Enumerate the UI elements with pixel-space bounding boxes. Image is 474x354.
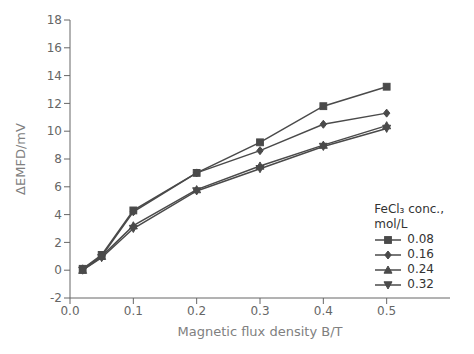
svg-text:10: 10	[47, 124, 62, 138]
svg-text:0.1: 0.1	[124, 304, 143, 318]
svg-text:16: 16	[47, 41, 62, 55]
svg-text:18: 18	[47, 13, 62, 27]
html-text:0.24: 0.24	[407, 262, 434, 276]
html-text:0.16: 0.16	[407, 247, 434, 261]
html-text:0.32: 0.32	[407, 277, 434, 291]
svg-text:ΔEMFD/mV: ΔEMFD/mV	[13, 123, 28, 195]
svg-text:-2: -2	[50, 291, 62, 305]
svg-text:4: 4	[54, 208, 62, 222]
svg-text:0: 0	[54, 263, 62, 277]
svg-text:12: 12	[47, 97, 62, 111]
html-text:FeCl₃ conc.,: FeCl₃ conc.,	[374, 202, 444, 216]
svg-text:0.5: 0.5	[377, 304, 396, 318]
svg-text:0.3: 0.3	[250, 304, 269, 318]
svg-text:0.2: 0.2	[187, 304, 206, 318]
svg-text:0.0: 0.0	[60, 304, 79, 318]
svg-text:14: 14	[47, 69, 62, 83]
html-text:mol/L: mol/L	[374, 217, 408, 231]
svg-text:0.4: 0.4	[314, 304, 333, 318]
svg-text:6: 6	[54, 180, 62, 194]
svg-text:Magnetic flux density B/T: Magnetic flux density B/T	[178, 324, 343, 339]
svg-text:8: 8	[54, 152, 62, 166]
svg-text:2: 2	[54, 236, 62, 250]
html-text:0.08: 0.08	[407, 232, 434, 246]
